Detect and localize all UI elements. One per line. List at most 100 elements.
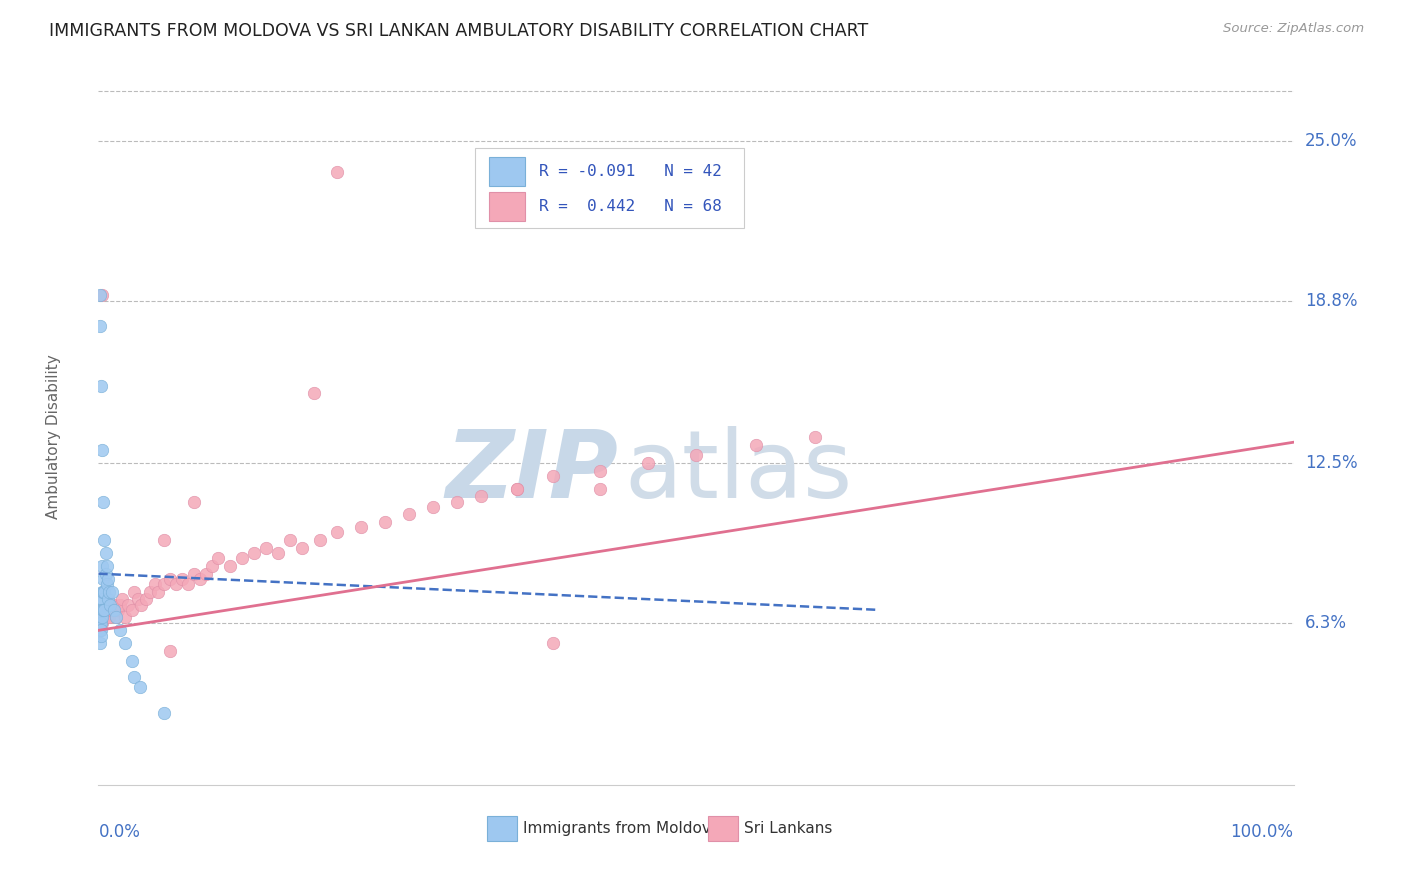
- Text: Sri Lankans: Sri Lankans: [744, 822, 832, 837]
- Point: [94, 603, 117, 617]
- Point: [124, 584, 146, 599]
- Point: [124, 670, 146, 684]
- Point: [114, 610, 136, 624]
- Point: [105, 610, 128, 624]
- Point: [90, 603, 112, 617]
- Text: Ambulatory Disability: Ambulatory Disability: [45, 355, 60, 519]
- Text: R =  0.442   N = 68: R = 0.442 N = 68: [540, 199, 723, 214]
- Point: [195, 566, 218, 581]
- Point: [745, 438, 768, 452]
- Point: [91, 592, 114, 607]
- Point: [254, 541, 277, 555]
- Point: [541, 468, 564, 483]
- Point: [374, 515, 396, 529]
- Point: [91, 615, 114, 630]
- Point: [103, 598, 125, 612]
- Point: [89, 624, 111, 638]
- Point: [100, 598, 122, 612]
- Point: [308, 533, 330, 548]
- Point: [89, 636, 111, 650]
- Point: [89, 618, 111, 632]
- Point: [326, 525, 349, 540]
- Point: [165, 577, 187, 591]
- Point: [278, 533, 301, 548]
- Text: 100.0%: 100.0%: [1230, 823, 1294, 841]
- Text: 6.3%: 6.3%: [1305, 614, 1347, 632]
- Point: [398, 508, 420, 522]
- Point: [89, 319, 111, 334]
- Point: [96, 558, 118, 573]
- Point: [159, 572, 181, 586]
- Point: [326, 164, 349, 178]
- Point: [107, 603, 129, 617]
- Point: [91, 442, 114, 457]
- Point: [148, 584, 170, 599]
- Point: [90, 378, 112, 392]
- Point: [98, 598, 122, 612]
- Point: [94, 546, 117, 560]
- Point: [506, 482, 529, 496]
- Point: [183, 494, 205, 508]
- Point: [143, 577, 166, 591]
- Text: R = -0.091   N = 42: R = -0.091 N = 42: [540, 164, 723, 178]
- Point: [219, 558, 242, 573]
- Point: [93, 584, 115, 599]
- Point: [541, 636, 564, 650]
- Point: [90, 628, 112, 642]
- Point: [90, 610, 112, 624]
- Point: [172, 572, 194, 586]
- Point: [121, 654, 143, 668]
- Point: [139, 584, 162, 599]
- Point: [91, 610, 114, 624]
- Point: [302, 386, 325, 401]
- Point: [129, 680, 152, 694]
- Point: [89, 288, 111, 302]
- FancyBboxPatch shape: [489, 192, 524, 221]
- Text: 25.0%: 25.0%: [1305, 132, 1357, 150]
- Point: [91, 558, 114, 573]
- Text: Immigrants from Moldova: Immigrants from Moldova: [523, 822, 720, 837]
- Point: [91, 288, 114, 302]
- Point: [91, 584, 114, 599]
- Text: IMMIGRANTS FROM MOLDOVA VS SRI LANKAN AMBULATORY DISABILITY CORRELATION CHART: IMMIGRANTS FROM MOLDOVA VS SRI LANKAN AM…: [49, 22, 869, 40]
- FancyBboxPatch shape: [489, 157, 524, 186]
- Point: [127, 592, 149, 607]
- Point: [267, 546, 290, 560]
- Point: [93, 533, 115, 548]
- Point: [96, 610, 118, 624]
- Text: atlas: atlas: [624, 425, 852, 518]
- Point: [98, 603, 122, 617]
- Point: [96, 577, 118, 591]
- Point: [159, 644, 181, 658]
- Point: [153, 577, 176, 591]
- Text: 18.8%: 18.8%: [1305, 292, 1357, 310]
- Point: [685, 448, 707, 462]
- Point: [91, 603, 114, 617]
- Point: [207, 551, 229, 566]
- Point: [94, 566, 117, 581]
- FancyBboxPatch shape: [709, 816, 738, 840]
- Text: ZIP: ZIP: [446, 425, 619, 518]
- Point: [90, 624, 112, 638]
- Point: [117, 598, 139, 612]
- Point: [103, 603, 125, 617]
- Point: [97, 592, 120, 607]
- Point: [637, 456, 659, 470]
- Point: [153, 533, 176, 548]
- Point: [91, 584, 114, 599]
- Point: [470, 489, 492, 503]
- Point: [201, 558, 224, 573]
- FancyBboxPatch shape: [486, 816, 517, 840]
- Point: [231, 551, 253, 566]
- Point: [91, 603, 114, 617]
- Text: Source: ZipAtlas.com: Source: ZipAtlas.com: [1223, 22, 1364, 36]
- Point: [422, 500, 444, 514]
- Point: [97, 572, 120, 586]
- Point: [93, 603, 115, 617]
- Point: [89, 615, 111, 630]
- Point: [98, 584, 121, 599]
- Point: [91, 572, 114, 586]
- Point: [97, 603, 120, 617]
- Point: [90, 592, 112, 607]
- Point: [111, 592, 134, 607]
